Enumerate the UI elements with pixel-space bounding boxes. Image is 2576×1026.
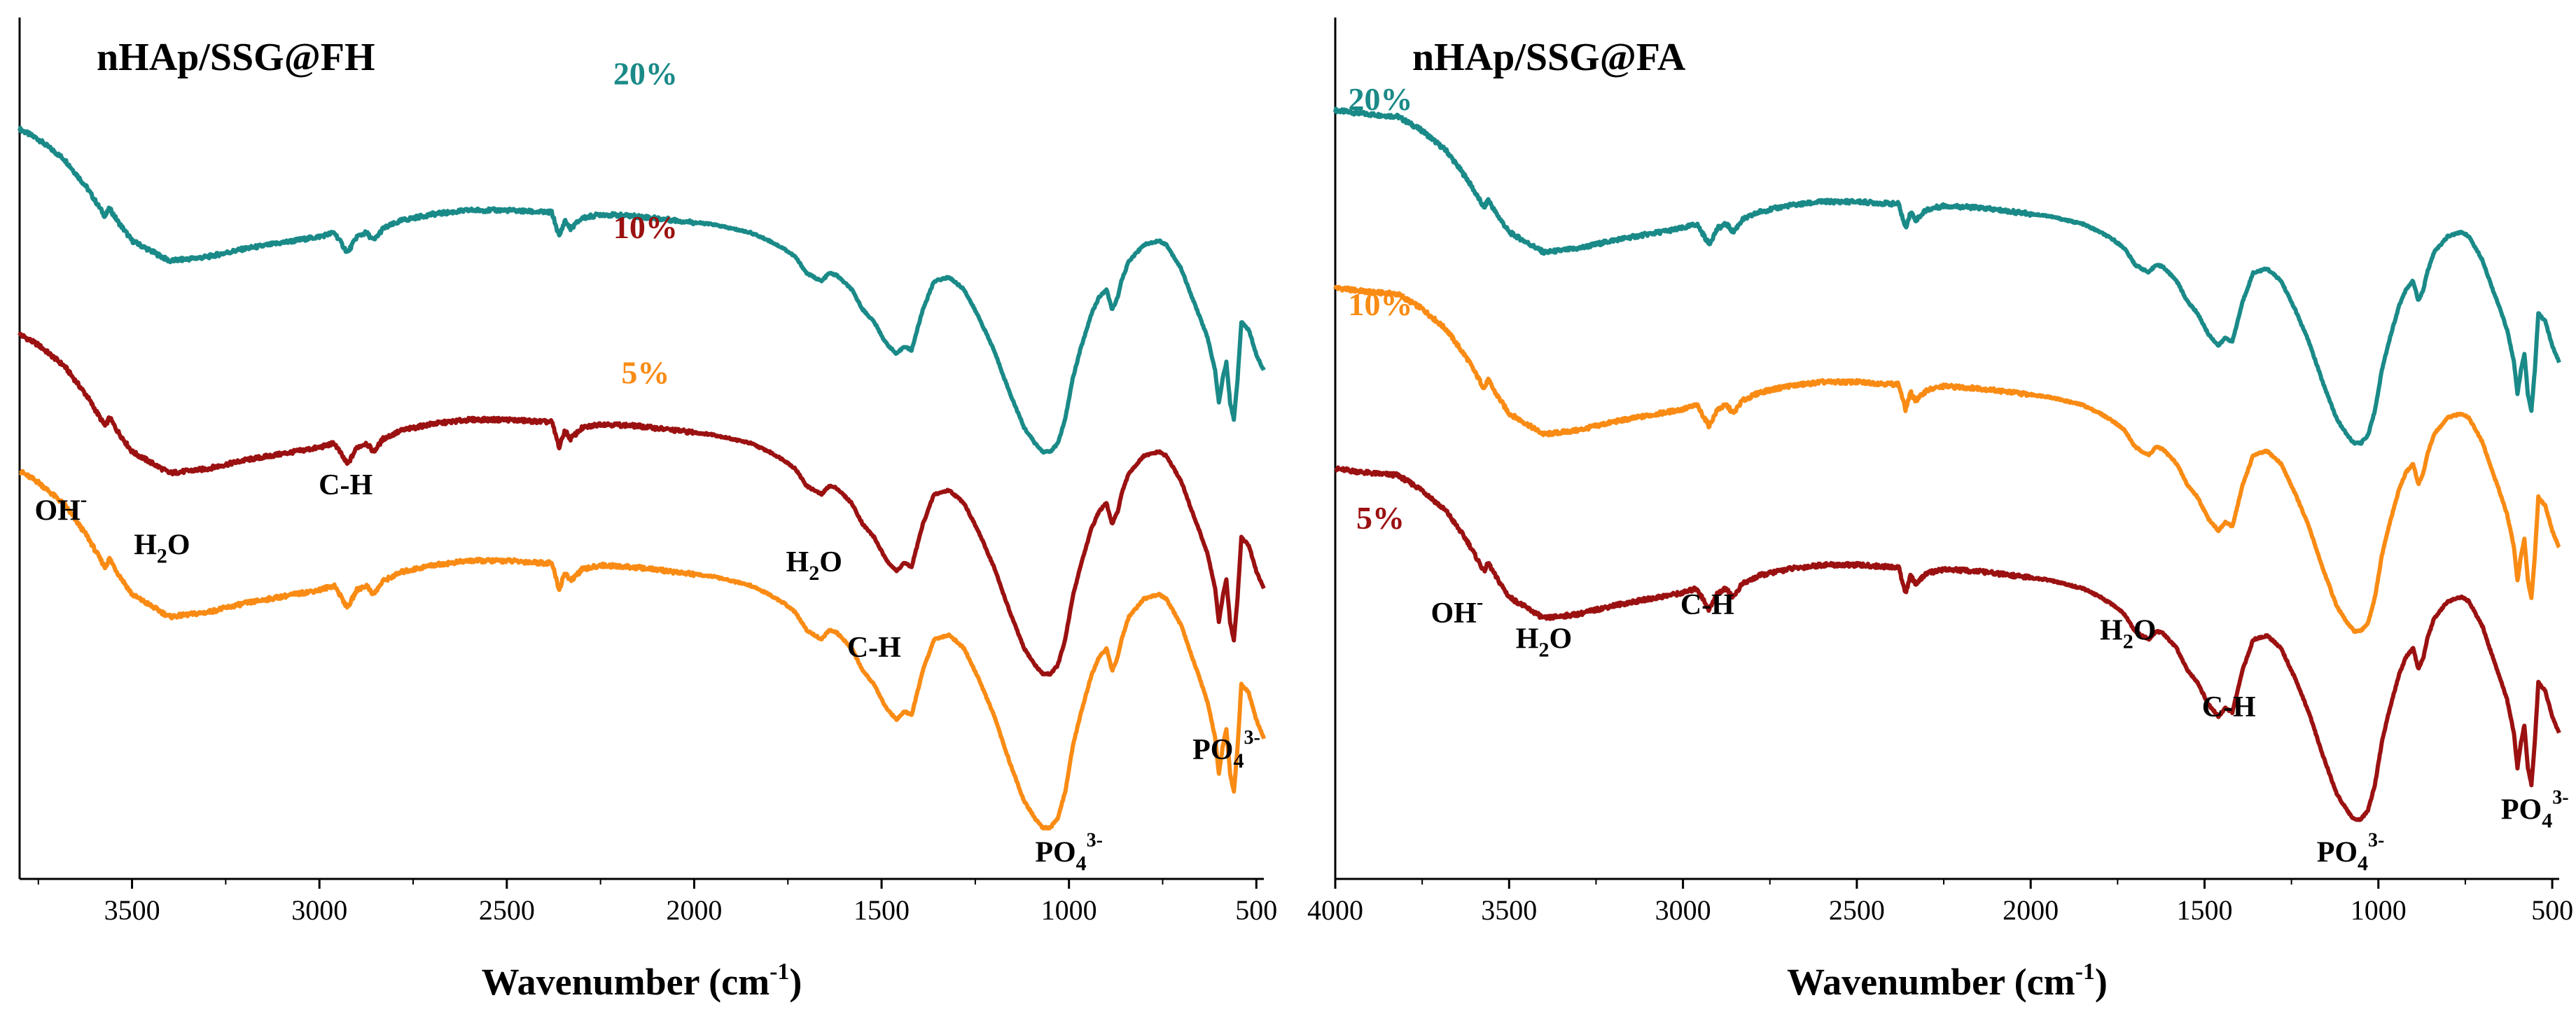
x-tick-label: 2000 — [666, 894, 722, 926]
x-tick-label: 3500 — [104, 894, 160, 926]
panel-fh: 3500 3000 2500 2000 1500 1000 500 Wavenumber (c… — [18, 18, 1277, 1003]
x-axis-label-sup: -1 — [2075, 959, 2095, 985]
annotation-sub: 4 — [1076, 852, 1087, 875]
annotation-after: O — [167, 529, 190, 561]
annotation-sup: 3- — [1244, 727, 1260, 749]
peak-annotation: H2O — [786, 546, 842, 585]
annotation-base: C-H — [2202, 691, 2256, 723]
series-label: 10% — [1349, 286, 1413, 322]
x-axis-label: Wavenumber (cm-1) — [1787, 959, 2108, 1003]
annotation-sub: 2 — [2123, 630, 2133, 653]
annotation-base: C-H — [319, 469, 373, 501]
series-label: 20% — [1349, 81, 1413, 117]
annotation-sup: 3- — [2368, 830, 2384, 852]
peak-annotation: OH- — [1430, 592, 1483, 630]
series-line-10pct — [1333, 284, 2561, 635]
panel-title: nHAp/SSG@FA — [1412, 36, 1686, 79]
x-axis-label-text: Wavenumber (cm — [1787, 961, 2075, 1003]
x-tick-label: 2500 — [1829, 894, 1885, 926]
x-tick-label: 1000 — [1041, 894, 1097, 926]
x-tick-label: 3000 — [1655, 894, 1711, 926]
x-tick-label: 3000 — [291, 894, 347, 926]
annotation-sub: 2 — [157, 544, 167, 567]
x-axis-label-close: ) — [789, 961, 802, 1003]
annotation-base: H — [786, 546, 809, 578]
annotation-base: OH — [35, 495, 81, 527]
annotation-sub: 4 — [2358, 852, 2368, 875]
x-axis-label-text: Wavenumber (cm — [482, 961, 770, 1003]
annotation-base: PO — [1192, 734, 1233, 766]
peak-annotation: C-H — [319, 469, 373, 501]
x-tick-label: 3500 — [1481, 894, 1537, 926]
annotation-base: H — [2100, 614, 2123, 646]
x-axis-label-sup: -1 — [770, 959, 789, 985]
annotation-sub: 2 — [809, 562, 819, 585]
x-tick-label: 2500 — [479, 894, 535, 926]
annotation-after: O — [2133, 614, 2157, 646]
x-tick-label: 500 — [2531, 894, 2573, 926]
annotation-base: PO — [2317, 837, 2358, 869]
series-label: 20% — [613, 55, 678, 91]
panel-title: nHAp/SSG@FH — [97, 36, 375, 79]
x-axis-label: Wavenumber (cm-1) — [482, 959, 802, 1003]
annotation-after: O — [819, 546, 842, 578]
annotation-sup: 3- — [2552, 787, 2568, 809]
annotation-after: O — [1549, 623, 1572, 656]
annotation-sup: 3- — [1087, 830, 1103, 852]
series-line-5pct — [1334, 465, 2561, 822]
annotation-sup: - — [1477, 592, 1483, 613]
annotation-base: C-H — [1680, 589, 1734, 621]
x-tick-label: 1000 — [2351, 894, 2407, 926]
peak-annotation: PO43- — [1192, 727, 1260, 772]
annotation-sub: 2 — [1538, 639, 1549, 662]
annotation-base: C-H — [847, 632, 901, 664]
annotation-sup: - — [81, 490, 87, 511]
annotation-base: PO — [2501, 794, 2542, 826]
series-label: 5% — [1356, 500, 1405, 536]
peak-annotation: OH- — [35, 490, 88, 527]
peak-annotation: C-H — [2202, 691, 2256, 723]
x-tick-label: 1500 — [2176, 894, 2232, 926]
peak-annotation: H2O — [2100, 614, 2156, 653]
peak-annotation: PO43- — [1035, 830, 1103, 875]
annotation-base: H — [1516, 623, 1539, 656]
peak-annotation: H2O — [1516, 623, 1572, 662]
peak-annotation: H2O — [134, 529, 190, 567]
peak-annotation: PO43- — [2501, 787, 2569, 833]
x-tick-label: 4000 — [1307, 894, 1363, 926]
series-label: 10% — [613, 209, 678, 245]
x-axis-label-close: ) — [2095, 961, 2108, 1003]
panel-fa: 4000 3500 3000 2500 2000 1500 1000 500 Wavenumbe… — [1307, 18, 2573, 1003]
annotation-base: OH — [1430, 597, 1476, 630]
series-line-20pct — [1333, 106, 2561, 446]
annotation-sub: 4 — [1233, 749, 1244, 772]
x-tick-label: 500 — [1235, 894, 1277, 926]
annotation-base: PO — [1035, 837, 1075, 869]
x-tick-label: 1500 — [854, 894, 910, 926]
peak-annotation: C-H — [847, 632, 901, 664]
series-line-20pct — [18, 125, 1266, 455]
series-line-10pct — [18, 331, 1266, 677]
series-line-5pct — [18, 469, 1266, 831]
annotation-base: H — [134, 529, 157, 561]
annotation-sub: 4 — [2542, 810, 2552, 833]
peak-annotation: C-H — [1680, 589, 1734, 621]
x-tick-label: 2000 — [2003, 894, 2059, 926]
peak-annotation: PO43- — [2317, 830, 2385, 875]
series-label: 5% — [621, 354, 669, 390]
